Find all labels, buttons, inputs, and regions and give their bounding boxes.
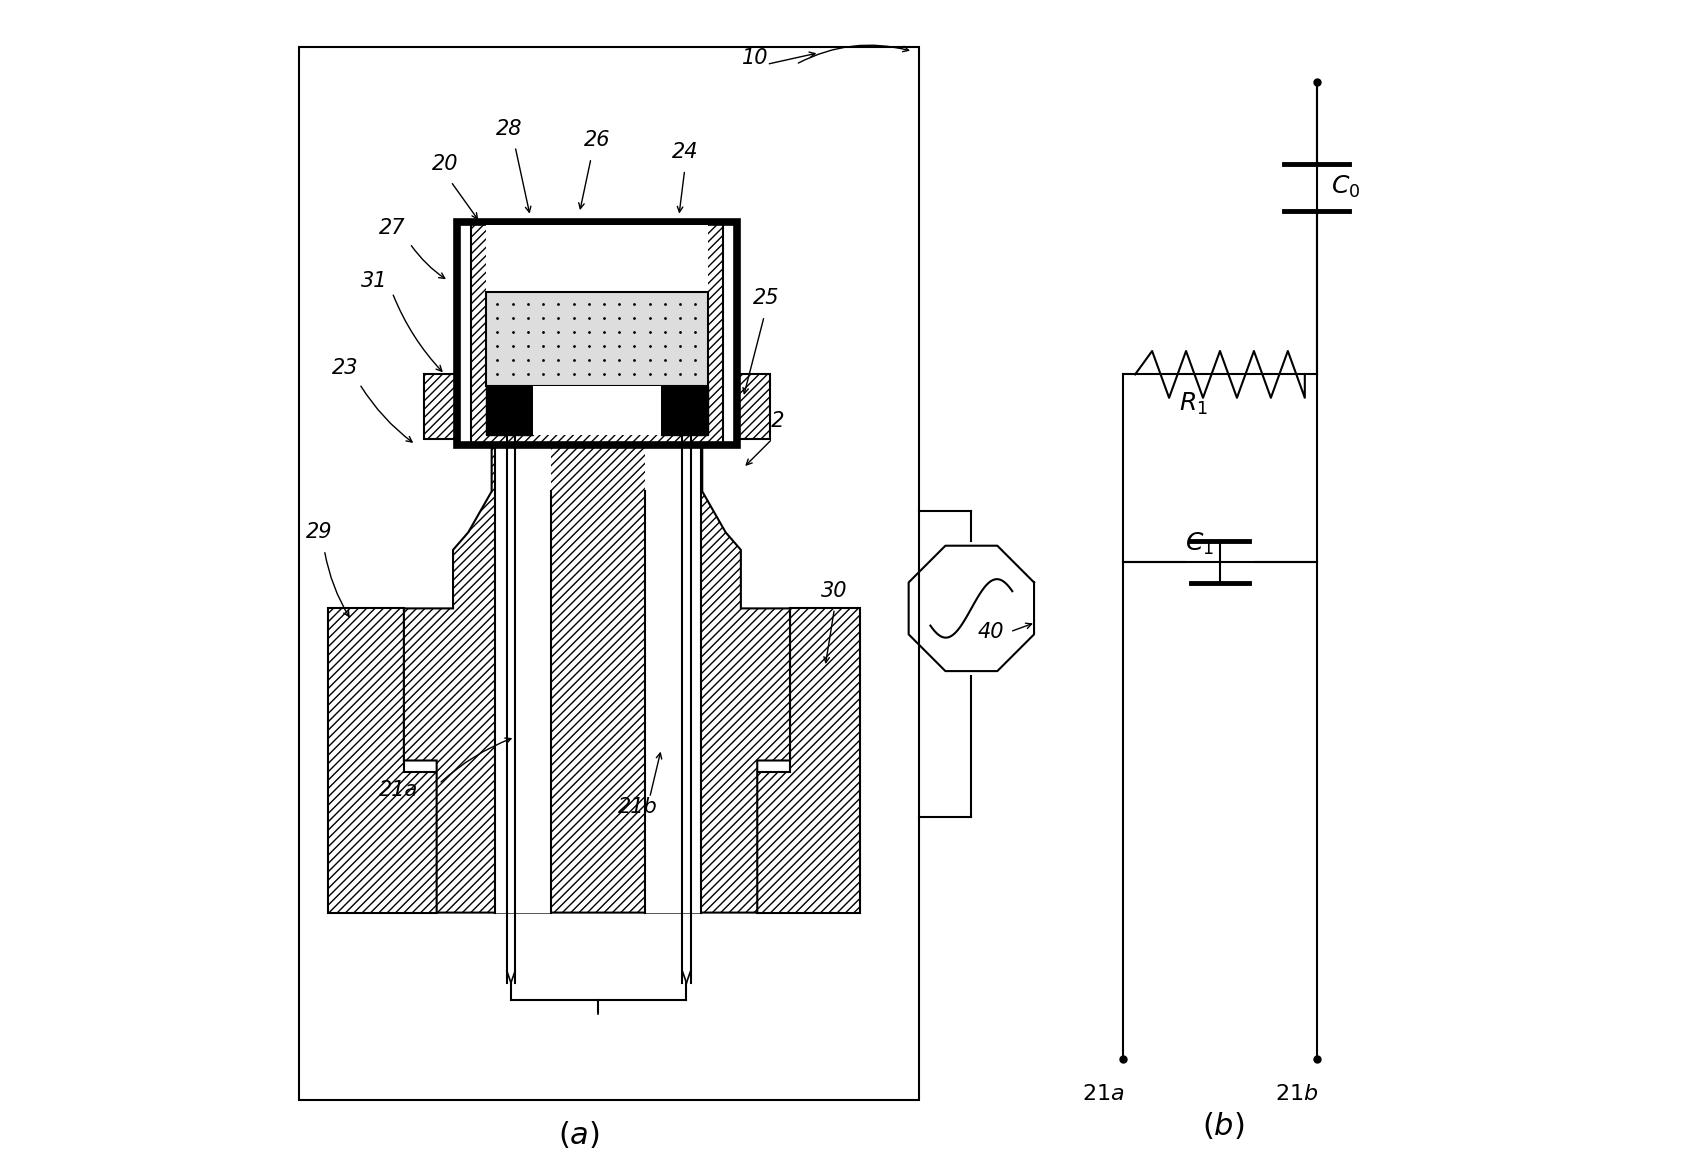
Bar: [662, 386, 708, 435]
Polygon shape: [757, 608, 860, 913]
Bar: [485, 292, 708, 386]
Bar: [738, 374, 770, 439]
Text: 10: 10: [742, 48, 769, 68]
Text: $(b)$: $(b)$: [1201, 1110, 1244, 1141]
Text: 28: 28: [496, 118, 523, 138]
Text: $(a)$: $(a)$: [558, 1120, 601, 1150]
Bar: [496, 445, 552, 913]
Text: $21b$: $21b$: [1274, 1083, 1319, 1103]
Text: 20: 20: [431, 153, 458, 173]
Text: $C_0$: $C_0$: [1330, 174, 1359, 200]
Text: $R_1$: $R_1$: [1179, 391, 1208, 417]
Bar: [485, 386, 533, 435]
Bar: [456, 222, 738, 445]
Bar: [299, 47, 918, 1100]
Bar: [485, 225, 708, 435]
Text: 40: 40: [977, 621, 1003, 641]
Text: 26: 26: [584, 130, 611, 150]
Text: 25: 25: [753, 288, 781, 308]
Text: 27: 27: [378, 218, 406, 238]
Polygon shape: [328, 608, 436, 913]
Text: 22: 22: [759, 411, 786, 431]
Text: $C_1$: $C_1$: [1185, 531, 1213, 557]
Text: 29: 29: [307, 522, 333, 542]
Text: 30: 30: [821, 580, 848, 600]
Text: 23: 23: [333, 358, 358, 378]
Bar: [533, 386, 662, 435]
Bar: [424, 374, 456, 439]
Text: 31: 31: [361, 270, 389, 290]
Text: 21b: 21b: [618, 797, 658, 817]
Bar: [470, 222, 723, 445]
Polygon shape: [404, 445, 791, 913]
Text: $21a$: $21a$: [1083, 1083, 1125, 1103]
Bar: [645, 445, 701, 913]
Text: 21a: 21a: [378, 779, 417, 799]
Text: 24: 24: [672, 142, 697, 161]
